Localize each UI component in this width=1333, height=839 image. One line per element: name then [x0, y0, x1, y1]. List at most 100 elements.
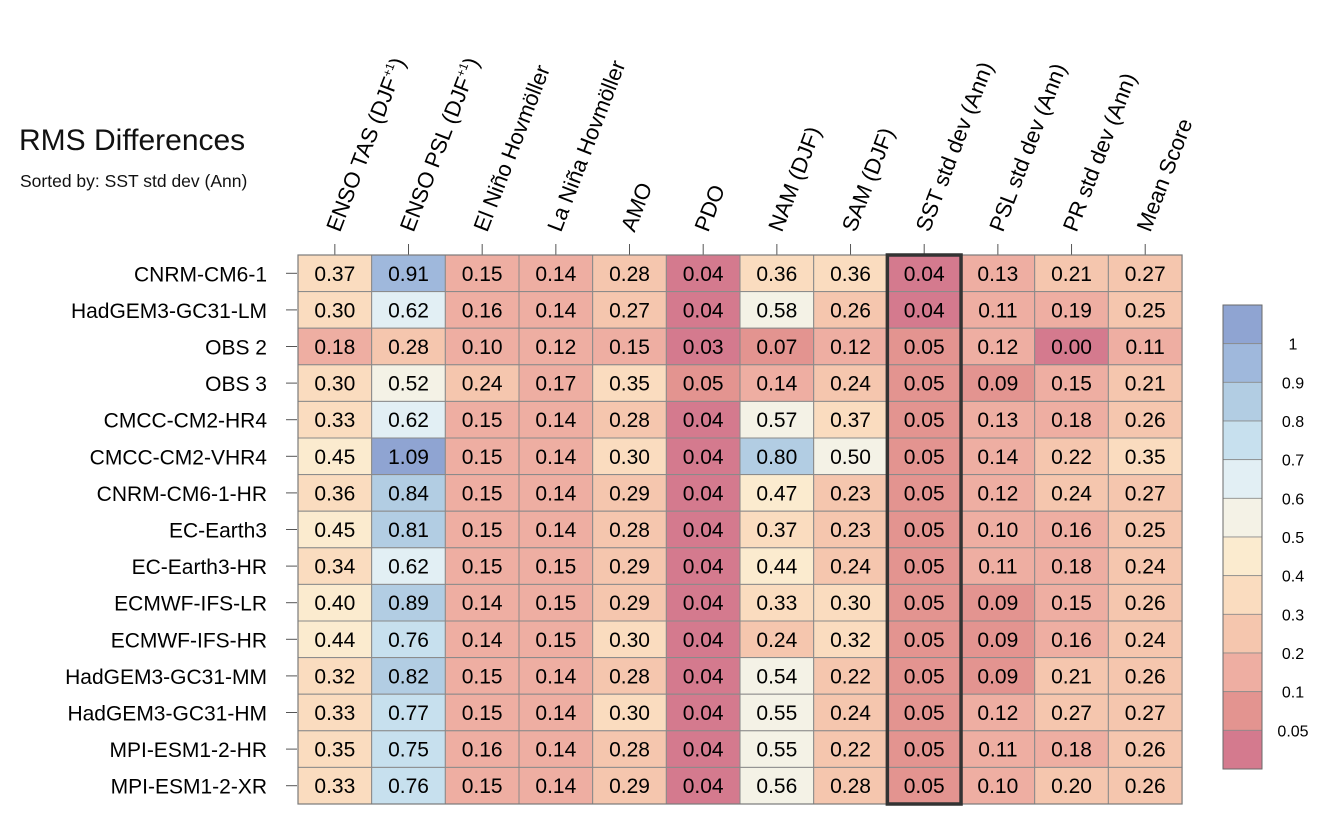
- cell-value: 0.84: [388, 482, 429, 505]
- row-label: CMCC-CM2-VHR4: [90, 446, 268, 469]
- chart-title: RMS Differences: [19, 124, 246, 157]
- column-headers: ENSO TAS (DJF+1)ENSO PSL (DJF+1)El Niño …: [321, 54, 1197, 255]
- heatmap-cell: [886, 583, 962, 622]
- cell-value: 0.27: [1051, 702, 1092, 725]
- cell-value: 0.04: [683, 739, 724, 762]
- cell-value: 0.04: [683, 665, 724, 688]
- cell-value: 0.09: [977, 665, 1018, 688]
- cell-value: 0.20: [1051, 775, 1092, 798]
- heatmap-cell: [886, 657, 962, 695]
- heatmap-cell: [665, 327, 741, 366]
- heatmap-cell: [1034, 400, 1109, 439]
- heatmap-cell: [518, 730, 594, 768]
- cell-value: 0.24: [1051, 482, 1092, 505]
- cell-value: 0.13: [977, 409, 1018, 432]
- heatmap-cell: [297, 693, 373, 732]
- column-label: SAM (DJF): [837, 124, 899, 235]
- cell-value: 0.56: [756, 775, 797, 798]
- cell-value: 0.15: [462, 446, 503, 469]
- cell-value: 0.75: [388, 739, 429, 762]
- legend-swatch: [1222, 304, 1263, 345]
- heatmap-cell: [1034, 547, 1109, 585]
- cell-value: 0.22: [830, 739, 871, 762]
- cell-value: 0.09: [977, 592, 1018, 615]
- heatmap-cell: [739, 510, 815, 549]
- heatmap-cell: [371, 437, 446, 476]
- cell-value: 0.30: [609, 629, 650, 652]
- sort-prefix: Sorted by:: [20, 171, 100, 191]
- cell-value: 0.04: [904, 263, 945, 286]
- legend-label: 0.7: [1282, 453, 1304, 470]
- cell-value: 0.15: [535, 592, 576, 615]
- cell-value: 0.10: [977, 519, 1018, 542]
- cell-value: 0.04: [904, 299, 945, 322]
- cell-value: 0.80: [756, 446, 797, 469]
- cell-value: 0.29: [609, 556, 650, 579]
- cell-value: 0.05: [904, 739, 945, 762]
- cell-value: 0.37: [756, 519, 797, 542]
- cell-value: 0.05: [904, 775, 945, 798]
- legend-swatch: [1222, 343, 1263, 383]
- cell-value: 0.24: [1125, 556, 1166, 579]
- heatmap-cell: [297, 474, 373, 512]
- cell-value: 0.21: [1051, 263, 1092, 286]
- cell-value: 0.15: [609, 336, 650, 359]
- cell-value: 0.27: [609, 299, 650, 322]
- heatmap-cell: [665, 730, 741, 768]
- legend-label: 0.8: [1282, 414, 1304, 431]
- cell-value: 0.14: [462, 629, 503, 652]
- cell-value: 0.28: [609, 263, 650, 286]
- heatmap-cell: [886, 730, 962, 768]
- cell-value: 0.04: [683, 299, 724, 322]
- cell-value: 0.14: [535, 775, 576, 798]
- heatmap-cell: [886, 510, 962, 549]
- cell-value: 0.15: [1051, 592, 1092, 615]
- cell-value: 0.14: [535, 263, 576, 286]
- legend-swatch: [1222, 497, 1263, 538]
- cell-value: 0.04: [683, 482, 724, 505]
- heatmap-cell: [444, 400, 520, 439]
- cell-value: 0.04: [683, 556, 724, 579]
- cell-value: 0.24: [462, 373, 503, 396]
- row-label: HadGEM3-GC31-HM: [67, 703, 267, 726]
- heatmap-cell: [665, 510, 741, 549]
- cell-value: 0.14: [535, 482, 576, 505]
- heatmap-cell: [960, 510, 1036, 549]
- cell-value: 0.36: [314, 482, 355, 505]
- row-label: ECMWF-IFS-HR: [111, 629, 267, 652]
- column-label: PSL std dev (Ann): [984, 60, 1071, 235]
- cell-value: 0.13: [977, 263, 1018, 286]
- heatmap-cell: [444, 327, 520, 366]
- cell-value: 0.14: [535, 702, 576, 725]
- sort-column-highlight: [885, 253, 963, 806]
- heatmap-cell: [739, 400, 815, 439]
- cell-value: 0.55: [756, 739, 797, 762]
- cell-value: 0.28: [609, 409, 650, 432]
- cell-value: 0.24: [830, 556, 871, 579]
- column-label: ENSO PSL (DJF+1): [395, 54, 484, 235]
- cell-value: 0.24: [830, 373, 871, 396]
- row-label: HadGEM3-GC31-LM: [71, 300, 267, 323]
- cell-value: 0.24: [830, 702, 871, 725]
- legend-swatch: [1222, 381, 1263, 422]
- heatmap-cell: [960, 620, 1036, 659]
- cell-value: 0.19: [1051, 299, 1092, 322]
- cell-value: 0.05: [904, 519, 945, 542]
- heatmap-cell: [960, 583, 1036, 622]
- cell-value: 0.77: [388, 702, 429, 725]
- heatmap-cell: [592, 254, 667, 293]
- cell-value: 0.09: [977, 373, 1018, 396]
- cell-value: 0.15: [462, 409, 503, 432]
- cell-value: 0.28: [830, 775, 871, 798]
- cell-value: 0.62: [388, 409, 429, 432]
- cell-value: 0.35: [609, 373, 650, 396]
- cell-value: 0.16: [1051, 629, 1092, 652]
- cell-value: 0.04: [683, 702, 724, 725]
- heatmap-cell: [297, 327, 373, 366]
- cell-value: 0.36: [756, 263, 797, 286]
- heatmap-cell: [960, 693, 1036, 732]
- heatmap-cell: [886, 620, 962, 659]
- heatmap-cell: [739, 437, 815, 476]
- row-label: CMCC-CM2-HR4: [104, 410, 268, 433]
